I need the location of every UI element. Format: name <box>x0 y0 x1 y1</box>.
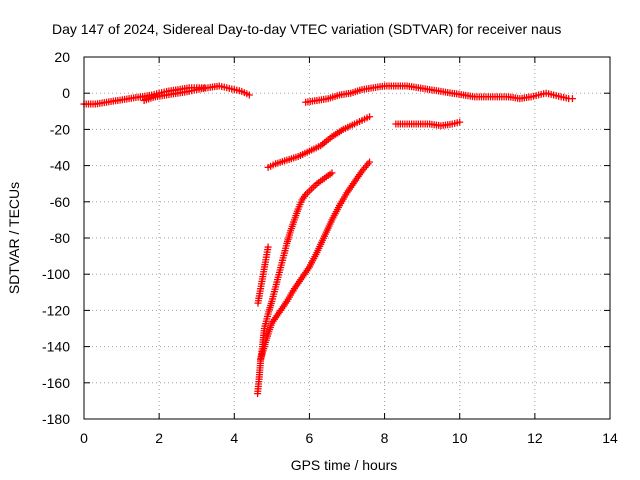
x-axis-ticks: 0 2 4 6 8 10 12 14 <box>80 57 618 446</box>
data-point <box>328 169 336 177</box>
data-point <box>264 243 272 251</box>
chart-title: Day 147 of 2024, Sidereal Day-to-day VTE… <box>52 21 561 37</box>
x-axis-label: GPS time / hours <box>291 457 398 473</box>
data-point <box>568 95 576 103</box>
y-tick-label: -20 <box>50 121 70 137</box>
x-tick-label: 4 <box>230 430 238 446</box>
data-point <box>245 91 253 99</box>
y-tick-label: 20 <box>54 49 70 65</box>
y-tick-label: -60 <box>50 194 70 210</box>
y-axis-label: SDTVAR / TECUs <box>6 182 22 294</box>
y-tick-label: -100 <box>42 266 70 282</box>
y-tick-label: -160 <box>42 375 70 391</box>
data-point <box>366 113 374 121</box>
data-points <box>80 82 576 398</box>
y-tick-label: 0 <box>62 85 70 101</box>
y-tick-label: -180 <box>42 411 70 427</box>
data-point <box>456 118 464 126</box>
y-tick-label: -80 <box>50 230 70 246</box>
x-tick-label: 8 <box>381 430 389 446</box>
y-axis-ticks: -180 -160 -140 -120 -100 -80 -60 -40 -20 0 20 <box>42 49 610 427</box>
x-tick-label: 10 <box>452 430 468 446</box>
plot-frame <box>83 56 611 420</box>
y-tick-label: -140 <box>42 339 70 355</box>
data-point <box>366 158 374 166</box>
grid <box>84 57 610 419</box>
y-tick-label: -40 <box>50 158 70 174</box>
x-tick-label: 12 <box>527 430 543 446</box>
x-tick-label: 0 <box>80 430 88 446</box>
x-tick-label: 2 <box>155 430 163 446</box>
x-tick-label: 6 <box>306 430 314 446</box>
y-tick-label: -120 <box>42 302 70 318</box>
x-tick-label: 14 <box>602 430 618 446</box>
